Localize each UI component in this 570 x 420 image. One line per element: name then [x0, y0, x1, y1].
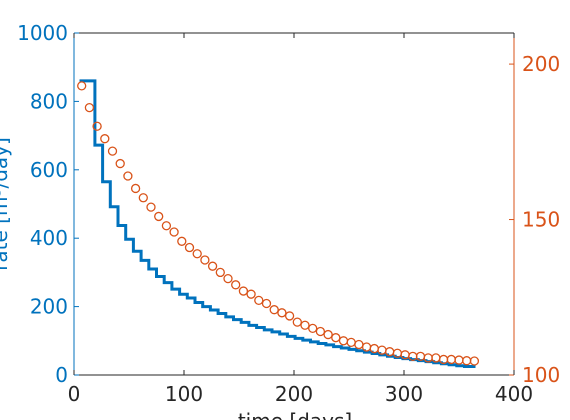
right-series-point — [231, 280, 241, 290]
y-left-tick-label: 800 — [30, 89, 68, 113]
y-axis-left-label: rate [m³/day] — [0, 137, 12, 271]
right-series-point — [361, 342, 372, 352]
right-series-point — [331, 333, 341, 343]
right-series-point — [277, 308, 287, 318]
right-series-point — [462, 356, 472, 366]
x-tick-label: 400 — [495, 382, 533, 406]
right-series-point — [254, 295, 264, 306]
right-series-point — [123, 171, 133, 181]
right-series-point — [284, 311, 295, 321]
right-series-point — [115, 158, 125, 169]
rate-stairs-line — [79, 79, 476, 368]
right-series-point — [184, 242, 195, 253]
right-series-point — [154, 211, 164, 222]
right-series-point — [261, 298, 272, 309]
x-tick-label: 100 — [165, 382, 203, 406]
right-series-point — [338, 336, 349, 346]
right-series-point — [192, 249, 202, 259]
right-series-point — [385, 347, 395, 357]
right-series-point — [146, 202, 156, 212]
right-series-point — [207, 261, 218, 271]
right-series-point — [300, 320, 310, 330]
y-left-tick-label: 200 — [30, 295, 68, 319]
y-left-tick-label: 0 — [55, 363, 68, 387]
right-series-point — [92, 121, 102, 131]
x-tick-label: 200 — [275, 382, 313, 406]
right-series-point — [223, 273, 233, 284]
right-series-point — [100, 134, 110, 144]
x-tick-label: 300 — [385, 382, 423, 406]
x-axis-label: time [days] — [238, 409, 352, 420]
right-series-point — [354, 339, 364, 350]
left-axis-ticks: 0 200 400 600 800 1000 — [17, 21, 79, 387]
right-series-point — [369, 343, 379, 354]
right-series-point — [308, 323, 318, 334]
right-series-point — [292, 317, 302, 327]
y-left-tick-label: 400 — [30, 226, 68, 250]
right-series-point — [84, 102, 95, 113]
right-series-point — [200, 255, 210, 265]
right-series-point — [169, 227, 179, 237]
right-series-point — [161, 221, 172, 231]
x-tick-label: 0 — [68, 382, 81, 406]
right-axis-ticks: 100 150 200 — [509, 52, 560, 387]
y-left-tick-label: 600 — [30, 158, 68, 182]
right-series-point — [323, 329, 333, 340]
right-series-point — [177, 236, 187, 246]
right-series-point — [77, 81, 87, 91]
y-right-tick-label: 200 — [522, 52, 560, 76]
right-series-point — [392, 348, 403, 358]
y-right-tick-label: 100 — [522, 363, 560, 387]
x-axis-ticks: 0 100 200 300 400 — [68, 33, 533, 406]
right-series-point — [346, 337, 356, 348]
right-series-point — [315, 326, 326, 337]
y-left-tick-label: 1000 — [17, 21, 68, 45]
rate-series — [79, 79, 476, 368]
y-right-tick-label: 150 — [522, 208, 560, 232]
right-series-point — [215, 267, 225, 278]
right-series-point — [377, 345, 387, 355]
right-series-point — [107, 146, 118, 156]
right-series-point — [269, 305, 279, 315]
right-series-point — [246, 289, 256, 299]
right-series-point — [446, 354, 456, 365]
right-series-point — [138, 193, 148, 203]
right-series-point — [454, 355, 464, 365]
right-series-point — [469, 356, 480, 366]
right-series-point — [431, 353, 441, 363]
right-series-point — [238, 286, 249, 296]
right-series-point — [130, 183, 141, 194]
right-series — [77, 81, 480, 366]
